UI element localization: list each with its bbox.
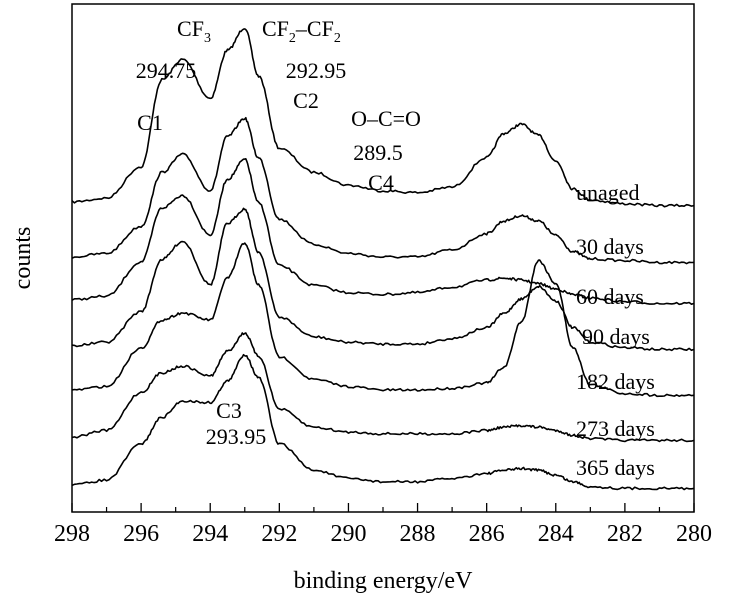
- annotation-ococ: O–C=O: [351, 106, 421, 131]
- x-tick-label: 288: [400, 521, 436, 547]
- x-tick-label: 286: [469, 521, 505, 547]
- trace-60-days: [71, 158, 695, 306]
- series-label: 273 days: [576, 416, 655, 441]
- series-label: 182 days: [576, 369, 655, 394]
- series-label: 90 days: [582, 324, 650, 349]
- x-tick-label: 280: [676, 521, 712, 547]
- annotation-c2: C2: [293, 88, 319, 113]
- annotation-c3-value: 293.95: [206, 424, 267, 449]
- trace-273-days: [71, 332, 695, 443]
- x-axis-label: binding energy/eV: [294, 568, 474, 594]
- annotation-cf2: CF2–CF2: [262, 16, 341, 46]
- x-tick-label: 284: [538, 521, 574, 547]
- series-label: 365 days: [576, 455, 655, 480]
- series-label: 60 days: [576, 284, 644, 309]
- annotation-ococ-value: 289.5: [353, 140, 403, 165]
- trace-30-days: [71, 116, 695, 265]
- x-tick-label: 292: [261, 521, 297, 547]
- series-labels: unaged 30 days 60 days 90 days 182 days 273 d…: [576, 180, 655, 480]
- trace-unaged: [71, 28, 695, 208]
- trace-182-days: [71, 242, 695, 398]
- y-axis-label: counts: [10, 227, 36, 290]
- trace-365-days: [71, 353, 695, 491]
- series-label: 30 days: [576, 234, 644, 259]
- annotation-c3: C3: [216, 398, 242, 423]
- annotation-c4: C4: [368, 170, 394, 195]
- x-tick-label: 296: [123, 521, 159, 547]
- x-tick-label: 298: [54, 521, 90, 547]
- series-label: unaged: [576, 180, 640, 205]
- annotations: CF3 294.75 CF2–CF2 292.95 C1 C2 O–C=O 289.5 C4 C3…: [136, 16, 421, 449]
- x-tick-label: 282: [607, 521, 643, 547]
- x-tick-label: 290: [330, 521, 366, 547]
- trace-90-days: [71, 207, 695, 352]
- traces: [71, 28, 695, 491]
- annotation-cf3-value: 294.75: [136, 58, 197, 83]
- annotation-c1: C1: [137, 110, 163, 135]
- x-tick-label: 294: [192, 521, 228, 547]
- x-ticks: 298 296 294 292 290 288 286 284 282 280: [54, 503, 712, 547]
- annotation-cf3: CF3: [177, 16, 211, 46]
- annotation-cf2-value: 292.95: [286, 58, 347, 83]
